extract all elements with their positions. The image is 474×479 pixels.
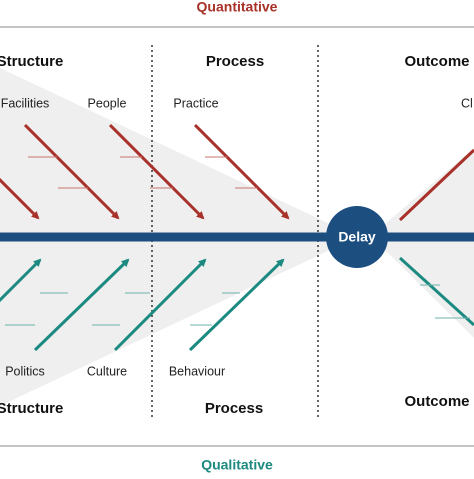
bottom-arrows	[0, 256, 474, 352]
arrow	[193, 123, 290, 220]
footer-title: Qualitative	[201, 457, 273, 473]
cause-label: Politics	[5, 364, 45, 378]
cause-label: Cl	[461, 96, 473, 110]
cause-label: Behaviour	[169, 364, 225, 378]
heading: Process	[206, 53, 264, 70]
arrow	[113, 258, 207, 352]
center-label: Delay	[338, 229, 376, 245]
cause-label: Practice	[173, 96, 218, 110]
center-node	[326, 206, 388, 268]
bottom-branches	[5, 284, 470, 326]
arrow	[0, 258, 42, 303]
arrow	[33, 258, 130, 352]
funnel-right	[385, 148, 474, 338]
heading: Outcome	[404, 53, 469, 70]
heading: Process	[205, 400, 263, 417]
cause-label: People	[88, 96, 127, 110]
top-arrows	[0, 123, 474, 222]
cause-label: Facilities	[1, 96, 50, 110]
arrow	[23, 123, 120, 220]
arrow	[398, 256, 474, 327]
title: Quantitative	[197, 0, 278, 15]
arrow	[108, 123, 205, 220]
top-branches	[28, 156, 257, 189]
arrow	[0, 177, 40, 220]
heading: Structure	[0, 53, 63, 70]
heading: Structure	[0, 400, 63, 417]
arrow	[188, 258, 285, 352]
heading: Outcome	[404, 393, 469, 410]
cause-label: Culture	[87, 364, 127, 378]
arrow	[398, 148, 474, 222]
